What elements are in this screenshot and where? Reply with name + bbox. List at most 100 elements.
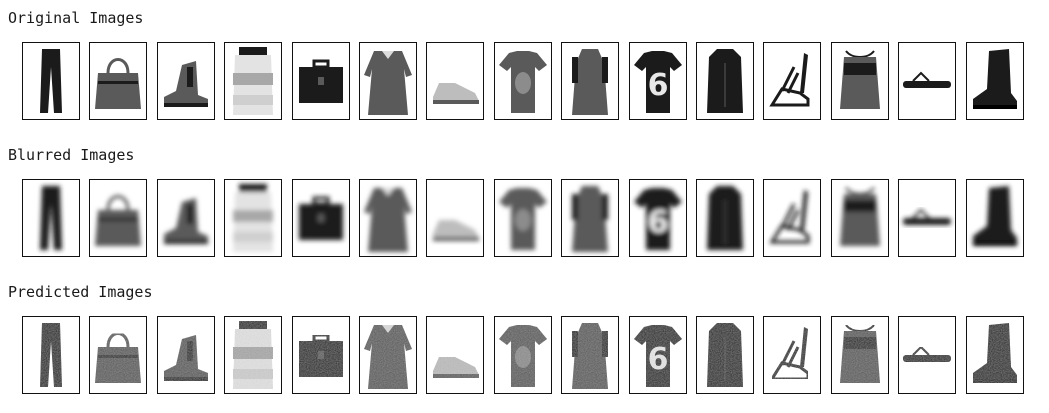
original-thumbnail-4 [224, 42, 282, 120]
tshirt-icon [495, 43, 551, 119]
original-thumbnail-3 [157, 42, 215, 120]
original-thumbnail-1 [22, 42, 80, 120]
briefcase-icon [293, 180, 349, 256]
blurred-thumbnail-9 [561, 179, 619, 257]
original-thumbnail-2 [89, 42, 147, 120]
long-dress-icon [562, 317, 618, 393]
thumbnail-row-blurred: 6 [22, 179, 1032, 259]
predicted-thumbnail-2 [89, 316, 147, 394]
sneaker-icon [427, 180, 483, 256]
predicted-thumbnail-7 [426, 316, 484, 394]
handbag-icon [90, 317, 146, 393]
coat-icon [697, 317, 753, 393]
blurred-images-section: Blurred Images 6 [0, 137, 1049, 267]
flip-flop-icon [899, 317, 955, 393]
ankle-boot-icon [158, 43, 214, 119]
dress-icon [360, 43, 416, 119]
section-title-predicted: Predicted Images [8, 282, 153, 302]
trouser-icon [23, 43, 79, 119]
long-dress-icon [562, 43, 618, 119]
predicted-thumbnail-10: 6 [629, 316, 687, 394]
handbag-icon [90, 43, 146, 119]
original-thumbnail-6 [359, 42, 417, 120]
section-title-original: Original Images [8, 8, 143, 28]
predicted-thumbnail-3 [157, 316, 215, 394]
blurred-thumbnail-4 [224, 179, 282, 257]
tshirt-icon [495, 180, 551, 256]
dress-icon [360, 317, 416, 393]
blurred-thumbnail-7 [426, 179, 484, 257]
original-thumbnail-15 [966, 42, 1024, 120]
predicted-thumbnail-4 [224, 316, 282, 394]
shirt-number: 6 [647, 342, 668, 377]
original-thumbnail-11 [696, 42, 754, 120]
long-dress-icon [562, 180, 618, 256]
briefcase-icon [293, 43, 349, 119]
sneaker-icon [427, 317, 483, 393]
blurred-thumbnail-2 [89, 179, 147, 257]
boot-icon [967, 317, 1023, 393]
sneaker-icon [427, 43, 483, 119]
predicted-images-section: Predicted Images 6 [0, 274, 1049, 404]
pullover-icon [225, 43, 281, 119]
predicted-thumbnail-6 [359, 316, 417, 394]
predicted-thumbnail-9 [561, 316, 619, 394]
flip-flop-icon [899, 43, 955, 119]
ankle-boot-icon [158, 180, 214, 256]
shirt-number: 6 [647, 68, 668, 103]
original-thumbnail-7 [426, 42, 484, 120]
handbag-icon [90, 180, 146, 256]
drawstring-bag-icon [832, 317, 888, 393]
tshirt-icon [495, 317, 551, 393]
ankle-boot-icon [158, 317, 214, 393]
thumbnail-row-original: 6 [22, 42, 1032, 122]
original-images-section: Original Images 6 [0, 0, 1049, 130]
predicted-thumbnail-11 [696, 316, 754, 394]
blurred-thumbnail-8 [494, 179, 552, 257]
thumbnail-row-predicted: 6 [22, 316, 1032, 396]
original-thumbnail-10: 6 [629, 42, 687, 120]
sandal-icon [764, 317, 820, 393]
blurred-thumbnail-6 [359, 179, 417, 257]
blurred-thumbnail-14 [898, 179, 956, 257]
predicted-thumbnail-15 [966, 316, 1024, 394]
original-thumbnail-13 [831, 42, 889, 120]
sandal-icon [764, 43, 820, 119]
boot-icon [967, 43, 1023, 119]
original-thumbnail-12 [763, 42, 821, 120]
predicted-thumbnail-12 [763, 316, 821, 394]
blurred-thumbnail-15 [966, 179, 1024, 257]
blurred-thumbnail-3 [157, 179, 215, 257]
predicted-thumbnail-1 [22, 316, 80, 394]
predicted-thumbnail-13 [831, 316, 889, 394]
original-thumbnail-5 [292, 42, 350, 120]
blurred-thumbnail-10: 6 [629, 179, 687, 257]
predicted-thumbnail-5 [292, 316, 350, 394]
original-thumbnail-8 [494, 42, 552, 120]
section-title-blurred: Blurred Images [8, 145, 134, 165]
sandal-icon [764, 180, 820, 256]
shirt-number: 6 [647, 205, 668, 240]
number-six-shirt-icon: 6 [630, 317, 686, 393]
briefcase-icon [293, 317, 349, 393]
drawstring-bag-icon [832, 43, 888, 119]
dress-icon [360, 180, 416, 256]
predicted-thumbnail-14 [898, 316, 956, 394]
blurred-thumbnail-5 [292, 179, 350, 257]
coat-icon [697, 180, 753, 256]
flip-flop-icon [899, 180, 955, 256]
original-thumbnail-14 [898, 42, 956, 120]
pullover-icon [225, 317, 281, 393]
coat-icon [697, 43, 753, 119]
blurred-thumbnail-1 [22, 179, 80, 257]
blurred-thumbnail-11 [696, 179, 754, 257]
trouser-icon [23, 317, 79, 393]
original-thumbnail-9 [561, 42, 619, 120]
number-six-shirt-icon: 6 [630, 180, 686, 256]
trouser-icon [23, 180, 79, 256]
blurred-thumbnail-12 [763, 179, 821, 257]
blurred-thumbnail-13 [831, 179, 889, 257]
number-six-shirt-icon: 6 [630, 43, 686, 119]
pullover-icon [225, 180, 281, 256]
drawstring-bag-icon [832, 180, 888, 256]
